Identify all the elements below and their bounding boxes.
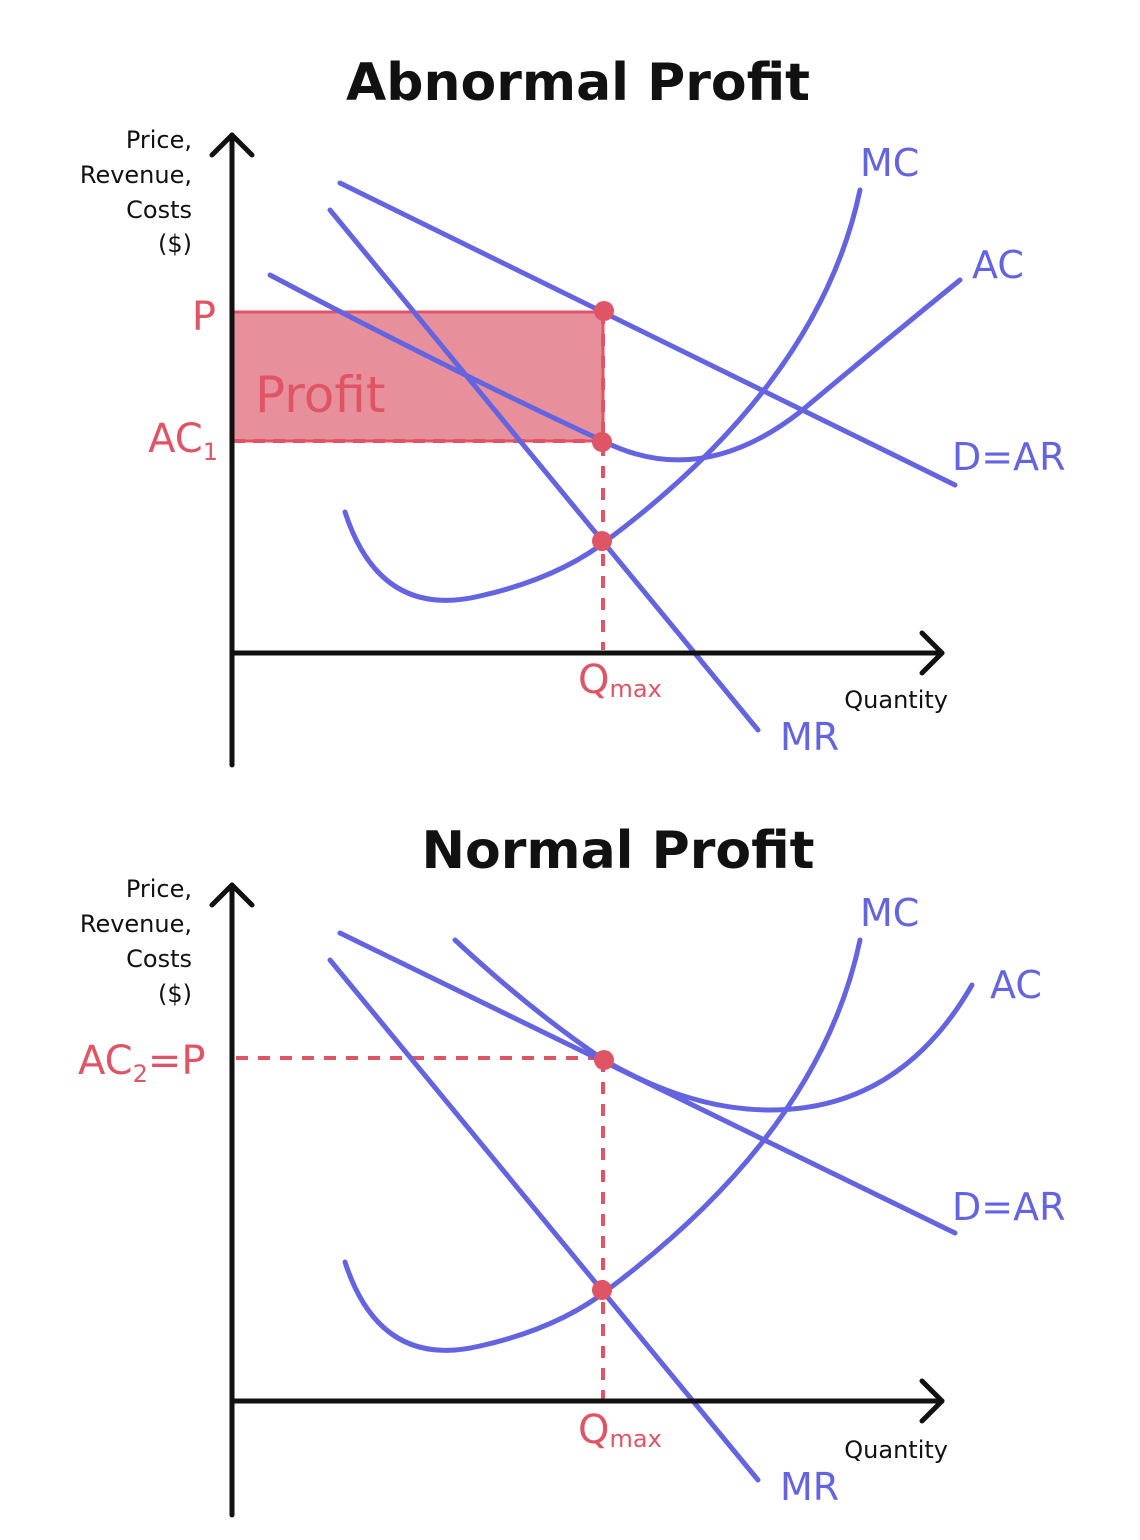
mr-curve — [327, 207, 761, 733]
ac-curve — [452, 937, 975, 1113]
y-axis-label-line: Costs — [126, 196, 192, 224]
y-axis-label-line: ($) — [158, 980, 192, 1008]
demand-label: D=AR — [952, 1185, 1066, 1229]
ac-label: AC — [972, 243, 1024, 287]
mc-label: MC — [860, 891, 919, 935]
demand-label: D=AR — [952, 435, 1066, 479]
y-axis-label: Price, Revenue, Costs ($) — [80, 875, 192, 1008]
mc-mr-intersection-point — [592, 531, 612, 551]
x-axis-arrow-icon — [919, 630, 945, 676]
abnormal-profit-panel: Abnormal Profit Price, Revenue, Costs ($… — [80, 53, 1066, 768]
price-label: P — [192, 294, 216, 340]
ac-curve — [267, 272, 963, 463]
mr-curve — [327, 957, 761, 1483]
y-axis-label-line: Costs — [126, 945, 192, 973]
qmax-label: Qmax — [578, 657, 662, 703]
panel-title: Abnormal Profit — [346, 53, 810, 113]
demand-curve — [337, 180, 958, 488]
mc-curve — [342, 187, 863, 603]
ac2-price-label: AC2=P — [78, 1038, 206, 1088]
price-point — [594, 1050, 614, 1070]
x-axis-label: Quantity — [844, 686, 948, 714]
y-axis-label-line: Revenue, — [80, 910, 192, 938]
profit-area — [231, 310, 605, 443]
y-axis-label-line: Price, — [126, 126, 192, 154]
y-axis-label-line: Revenue, — [80, 161, 192, 189]
y-axis-label-line: Price, — [126, 875, 192, 903]
x-axis-label: Quantity — [844, 1436, 948, 1464]
panel-title: Normal Profit — [422, 821, 815, 881]
ac-label: AC — [990, 963, 1042, 1007]
profit-label: Profit — [255, 366, 385, 424]
y-axis-arrow-icon — [209, 132, 255, 158]
mr-label: MR — [780, 715, 839, 759]
ac1-label: AC1 — [148, 416, 218, 466]
x-axis-arrow-icon — [919, 1378, 945, 1424]
normal-profit-panel: Normal Profit Price, Revenue, Costs ($) — [78, 821, 1066, 1518]
price-point — [594, 301, 614, 321]
mc-label: MC — [860, 141, 919, 185]
y-axis-arrow-icon — [209, 882, 255, 908]
y-axis-label-line: ($) — [158, 230, 192, 258]
mc-curve — [342, 937, 863, 1353]
ac1-point — [592, 432, 612, 452]
qmax-label: Qmax — [578, 1407, 662, 1453]
y-axis-label: Price, Revenue, Costs ($) — [80, 126, 192, 258]
mc-mr-intersection-point — [592, 1280, 612, 1300]
mr-label: MR — [780, 1465, 839, 1509]
